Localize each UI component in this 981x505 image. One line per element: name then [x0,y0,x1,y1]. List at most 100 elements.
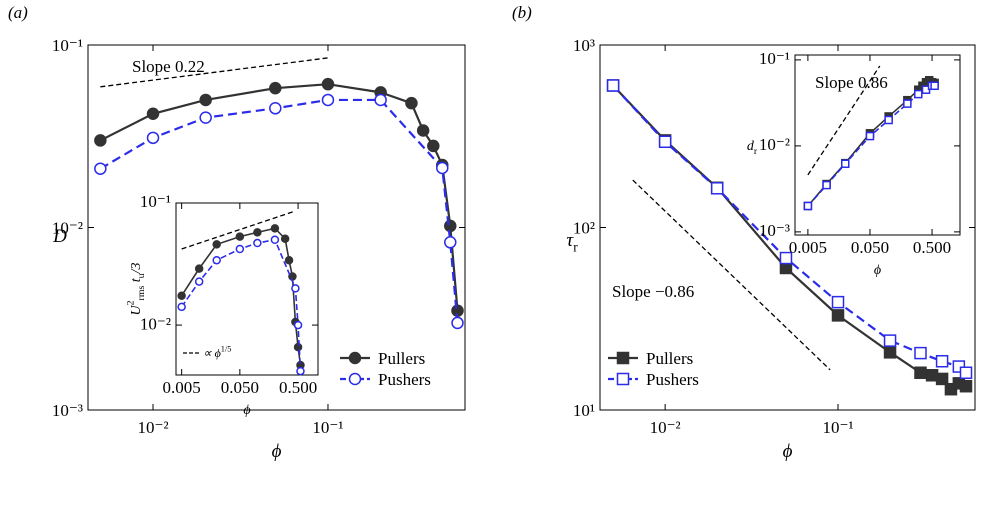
marker [212,255,221,265]
x-tick-label: 0.005 [163,378,201,397]
marker [451,316,464,330]
marker [959,379,973,393]
annotation: Slope −0.86 [612,282,694,301]
marker [194,264,204,273]
label-part: ϕ [874,263,881,278]
marker [710,182,724,195]
marker [94,162,107,175]
legend-label: Pushers [378,370,431,389]
marker [427,139,440,153]
y-tick-label: 10⁻² [140,314,171,333]
axis-label: ϕ [272,441,282,462]
y-tick-label: 10⁻² [52,218,83,237]
marker [841,159,850,168]
y-tick-label: 10⁻¹ [759,49,790,68]
x-tick-label: 10⁻¹ [822,418,853,437]
marker [199,93,212,107]
marker [930,81,939,91]
marker [831,295,845,309]
axis-label: ϕ [874,263,881,278]
label-part: 2 [126,300,137,305]
marker [444,236,457,249]
marker [296,366,305,376]
x-tick-label: 0.050 [851,238,889,257]
marker [253,238,262,248]
legend-label: Pushers [646,370,699,389]
marker [935,372,949,386]
label-part: U [129,304,144,315]
marker [177,302,186,312]
annotation: Slope 0.86 [815,73,888,92]
marker [405,96,418,110]
x-tick-label: 10⁻¹ [312,418,343,437]
x-tick-label: 10⁻² [650,418,681,437]
marker [903,99,912,108]
label-part: rms [136,286,147,301]
legend-label: Pullers [646,349,693,368]
y-tick-label: 10¹ [573,401,595,420]
marker [935,354,949,368]
axis-label: ∝ ϕ1/5 [203,345,232,360]
marker [658,135,672,149]
x-tick-label: 10⁻² [137,418,168,437]
axis-label: dr [747,139,758,157]
marker [212,240,221,249]
x-tick-label: 0.500 [913,238,951,257]
annotation: Slope 0.22 [132,57,205,76]
marker [321,77,335,91]
marker [883,346,897,359]
marker [293,342,303,352]
y-tick-label: 10⁻² [759,135,790,154]
marker [199,111,212,124]
label-part: 1/5 [221,345,232,354]
marker [270,235,280,244]
marker [444,219,457,233]
marker [270,224,280,233]
label-part: t [129,277,144,286]
marker [269,81,282,95]
marker [146,131,160,145]
label-part: r [754,146,758,157]
axis-label: D [52,226,67,247]
marker [883,334,897,347]
marker [779,251,793,265]
marker [803,201,813,211]
label-part: d [747,139,755,154]
marker [616,351,630,365]
y-tick-label: 10³ [573,36,595,55]
marker [146,107,160,121]
y-tick-label: 10⁻¹ [140,192,171,211]
label-part: ϕ [243,403,250,418]
marker [348,351,362,365]
series-line [612,84,967,374]
marker [348,372,362,386]
marker [416,124,430,137]
panel-label: (a) [8,3,28,22]
marker [831,309,845,322]
marker [321,93,335,107]
label-part: ∝ ϕ [203,346,221,360]
marker [235,232,245,241]
marker [253,228,262,237]
label-part: ϕ [783,441,793,462]
legend-label: Pullers [378,349,425,368]
y-tick-label: 10⁻¹ [52,36,83,55]
y-tick-label: 10² [573,218,595,237]
label-part: ϕ [272,441,282,462]
marker [269,102,282,115]
axis-label: τr [566,230,578,255]
marker [822,180,831,190]
reference-line [100,57,329,88]
marker [436,161,449,175]
y-tick-label: 10⁻³ [759,221,790,240]
marker [291,284,300,293]
label-part: r [573,240,578,255]
reference-line [807,65,881,176]
marker [606,79,620,92]
reference-line [181,210,296,250]
reference-line [632,179,831,371]
marker [914,366,927,379]
label-part: /3 [129,263,144,275]
marker [374,93,387,107]
